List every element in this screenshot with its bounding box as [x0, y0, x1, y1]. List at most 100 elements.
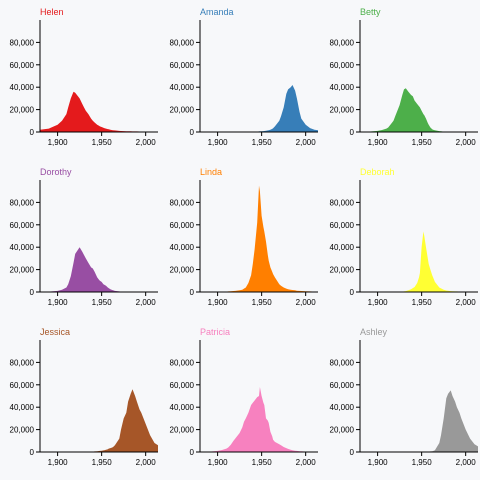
y-tick-label: 40,000 — [330, 403, 355, 412]
x-tick-label: 1,900 — [368, 138, 389, 147]
x-tick-label: 1,900 — [208, 298, 229, 307]
x-tick-label: 1,950 — [252, 138, 273, 147]
y-tick-label: 80,000 — [330, 198, 355, 207]
chart-svg: 0 20,000 40,000 60,000 80,000 1,900 1,950 2,000… — [170, 167, 318, 307]
chart-svg: 0 20,000 40,000 60,000 80,000 1,900 1,950 2,000… — [10, 7, 158, 147]
y-tick-label: 20,000 — [10, 106, 35, 115]
chart-panel: 0 20,000 40,000 60,000 80,000 1,900 1,950 2,000… — [320, 0, 480, 160]
chart-svg: 0 20,000 40,000 60,000 80,000 1,900 1,950 2,000… — [330, 327, 478, 467]
x-tick-label: 2,000 — [296, 458, 317, 467]
series-name-label: Amanda — [200, 7, 234, 17]
chart-svg: 0 20,000 40,000 60,000 80,000 1,900 1,950 2,000… — [170, 7, 318, 147]
x-tick-label: 2,000 — [296, 298, 317, 307]
series-area — [40, 91, 158, 132]
chart-panel: 0 20,000 40,000 60,000 80,000 1,900 1,950 2,000… — [0, 0, 160, 160]
x-tick-label: 2,000 — [456, 458, 477, 467]
chart-svg: 0 20,000 40,000 60,000 80,000 1,900 1,950 2,000… — [170, 327, 318, 467]
y-tick-label: 40,000 — [170, 83, 195, 92]
chart-panel: 0 20,000 40,000 60,000 80,000 1,900 1,950 2,000… — [160, 160, 320, 320]
y-tick-label: 0 — [190, 288, 195, 297]
chart-svg: 0 20,000 40,000 60,000 80,000 1,900 1,950 2,000… — [10, 327, 158, 467]
x-tick-label: 2,000 — [456, 298, 477, 307]
y-tick-label: 0 — [190, 128, 195, 137]
y-tick-label: 60,000 — [330, 381, 355, 390]
y-tick-label: 20,000 — [10, 426, 35, 435]
x-tick-label: 1,900 — [368, 458, 389, 467]
y-tick-label: 60,000 — [10, 61, 35, 70]
y-tick-label: 60,000 — [10, 221, 35, 230]
y-tick-label: 20,000 — [170, 426, 195, 435]
y-tick-label: 40,000 — [170, 243, 195, 252]
series-name-label: Betty — [360, 7, 381, 17]
series-area — [360, 231, 478, 292]
x-tick-label: 1,950 — [412, 298, 433, 307]
series-name-label: Ashley — [360, 327, 388, 337]
y-tick-label: 0 — [30, 128, 35, 137]
series-area — [360, 88, 478, 132]
y-tick-label: 20,000 — [330, 106, 355, 115]
y-tick-label: 20,000 — [10, 266, 35, 275]
y-tick-label: 60,000 — [170, 61, 195, 70]
y-tick-label: 60,000 — [170, 381, 195, 390]
series-area — [200, 387, 318, 452]
x-tick-label: 1,900 — [368, 298, 389, 307]
chart-panel: 0 20,000 40,000 60,000 80,000 1,900 1,950 2,000… — [160, 0, 320, 160]
series-area — [40, 247, 158, 292]
chart-svg: 0 20,000 40,000 60,000 80,000 1,900 1,950 2,000… — [10, 167, 158, 307]
x-tick-label: 1,900 — [208, 138, 229, 147]
y-tick-label: 80,000 — [10, 358, 35, 367]
series-area — [200, 85, 318, 132]
x-tick-label: 1,950 — [92, 138, 113, 147]
y-tick-label: 40,000 — [330, 243, 355, 252]
x-tick-label: 2,000 — [136, 458, 157, 467]
y-tick-label: 40,000 — [10, 243, 35, 252]
chart-svg: 0 20,000 40,000 60,000 80,000 1,900 1,950 2,000… — [330, 7, 478, 147]
x-tick-label: 1,950 — [252, 298, 273, 307]
series-name-label: Linda — [200, 167, 222, 177]
x-tick-label: 1,950 — [92, 298, 113, 307]
series-name-label: Helen — [40, 7, 64, 17]
y-tick-label: 20,000 — [330, 266, 355, 275]
x-tick-label: 1,950 — [252, 458, 273, 467]
y-tick-label: 40,000 — [170, 403, 195, 412]
y-tick-label: 0 — [30, 448, 35, 457]
x-tick-label: 1,900 — [208, 458, 229, 467]
y-tick-label: 0 — [350, 288, 355, 297]
x-tick-label: 2,000 — [136, 298, 157, 307]
y-tick-label: 60,000 — [170, 221, 195, 230]
y-tick-label: 60,000 — [330, 61, 355, 70]
y-tick-label: 80,000 — [10, 198, 35, 207]
x-tick-label: 1,950 — [412, 458, 433, 467]
chart-panel: 0 20,000 40,000 60,000 80,000 1,900 1,950 2,000… — [320, 320, 480, 480]
y-tick-label: 80,000 — [10, 38, 35, 47]
x-tick-label: 2,000 — [136, 138, 157, 147]
y-tick-label: 40,000 — [10, 403, 35, 412]
y-tick-label: 80,000 — [330, 38, 355, 47]
y-tick-label: 20,000 — [170, 106, 195, 115]
y-tick-label: 20,000 — [330, 426, 355, 435]
x-tick-label: 1,950 — [412, 138, 433, 147]
series-name-label: Patricia — [200, 327, 230, 337]
y-tick-label: 80,000 — [170, 38, 195, 47]
y-tick-label: 0 — [350, 128, 355, 137]
y-tick-label: 20,000 — [170, 266, 195, 275]
x-tick-label: 2,000 — [456, 138, 477, 147]
series-name-label: Jessica — [40, 327, 70, 337]
y-tick-label: 0 — [30, 288, 35, 297]
chart-panel: 0 20,000 40,000 60,000 80,000 1,900 1,950 2,000… — [0, 320, 160, 480]
series-area — [40, 389, 158, 452]
chart-panel: 0 20,000 40,000 60,000 80,000 1,900 1,950 2,000… — [320, 160, 480, 320]
chart-panel: 0 20,000 40,000 60,000 80,000 1,900 1,950 2,000… — [160, 320, 320, 480]
y-tick-label: 60,000 — [10, 381, 35, 390]
y-tick-label: 80,000 — [330, 358, 355, 367]
y-tick-label: 0 — [190, 448, 195, 457]
series-area — [200, 185, 318, 292]
y-tick-label: 60,000 — [330, 221, 355, 230]
chart-svg: 0 20,000 40,000 60,000 80,000 1,900 1,950 2,000… — [330, 167, 478, 307]
chart-panel: 0 20,000 40,000 60,000 80,000 1,900 1,950 2,000… — [0, 160, 160, 320]
x-tick-label: 1,900 — [48, 458, 69, 467]
y-tick-label: 80,000 — [170, 358, 195, 367]
x-tick-label: 1,900 — [48, 138, 69, 147]
series-name-label: Deborah — [360, 167, 395, 177]
